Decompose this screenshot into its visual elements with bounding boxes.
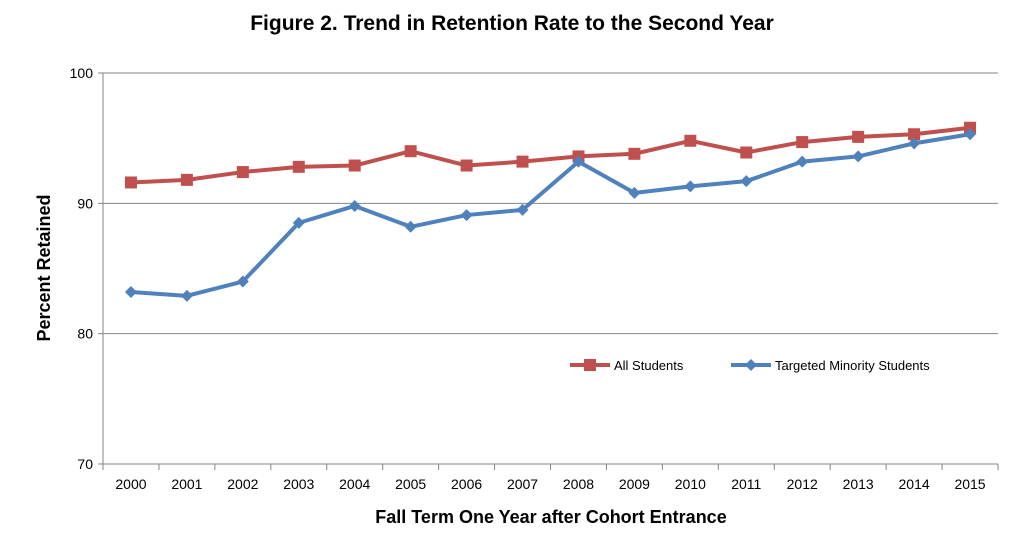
gridlines [103, 72, 998, 335]
legend: All Students Targeted Minority Students [570, 358, 930, 373]
data-point [852, 150, 865, 163]
data-point [292, 160, 305, 173]
data-point [460, 159, 473, 172]
data-point [348, 159, 361, 172]
axes: 70 80 90 100 2000 2001 2002 2003 2004 2005 2006 200… [70, 65, 999, 492]
data-point [628, 147, 641, 160]
data-point [908, 128, 921, 141]
legend-label: All Students [614, 358, 684, 373]
x-tick-label: 2015 [954, 476, 985, 492]
x-tick-label: 2006 [451, 476, 482, 492]
data-point [740, 175, 753, 188]
data-point [236, 166, 249, 179]
data-point [516, 155, 529, 168]
data-point [572, 155, 585, 168]
data-point [796, 155, 809, 168]
x-tick-label: 2011 [731, 476, 761, 492]
data-point [292, 216, 305, 229]
series-line [130, 132, 971, 298]
x-tick-label: 2002 [227, 476, 258, 492]
data-point [404, 145, 417, 158]
x-tick-label: 2005 [395, 476, 426, 492]
y-tick-label: 100 [70, 65, 94, 81]
legend-item-0: All Students [570, 358, 684, 373]
legend-swatch-marker [745, 359, 757, 371]
x-tick-label: 2003 [283, 476, 314, 492]
x-axis-title: Fall Term One Year after Cohort Entrance [375, 507, 726, 527]
legend-swatch-marker [584, 359, 596, 371]
x-tick-label: 2000 [115, 476, 146, 492]
series-line [130, 125, 971, 185]
data-point [236, 275, 249, 288]
x-tick-label: 2007 [507, 476, 538, 492]
x-tick-label: 2010 [675, 476, 706, 492]
data-point [908, 137, 921, 150]
data-point [628, 186, 641, 199]
x-tick-label: 2001 [171, 476, 202, 492]
series-group [124, 121, 977, 302]
x-tick-label: 2004 [339, 476, 370, 492]
data-point [516, 203, 529, 216]
data-point [460, 209, 473, 222]
data-point [180, 173, 193, 186]
data-point [964, 121, 977, 134]
data-point [796, 136, 809, 149]
data-point [964, 128, 977, 141]
x-tick-label: 2014 [899, 476, 930, 492]
x-tick-label: 2008 [563, 476, 594, 492]
legend-item-1: Targeted Minority Students [731, 358, 930, 373]
data-point [740, 146, 753, 159]
x-tick-label: 2009 [619, 476, 650, 492]
y-tick-label: 70 [77, 456, 93, 472]
data-point [124, 285, 137, 298]
y-axis-title: Percent Retained [34, 194, 54, 341]
data-point [684, 180, 697, 193]
data-point [348, 199, 361, 212]
data-point [180, 289, 193, 302]
x-tick-label: 2012 [787, 476, 818, 492]
data-point [124, 176, 137, 189]
series-0 [124, 121, 977, 189]
chart-title: Figure 2. Trend in Retention Rate to the… [250, 12, 774, 35]
series-1 [124, 128, 977, 302]
x-tick-label: 2013 [843, 476, 874, 492]
y-tick-label: 90 [77, 195, 93, 211]
y-tick-label: 80 [77, 326, 93, 342]
data-point [852, 130, 865, 143]
legend-label: Targeted Minority Students [775, 358, 930, 373]
data-point [404, 220, 417, 233]
data-point [684, 134, 697, 147]
